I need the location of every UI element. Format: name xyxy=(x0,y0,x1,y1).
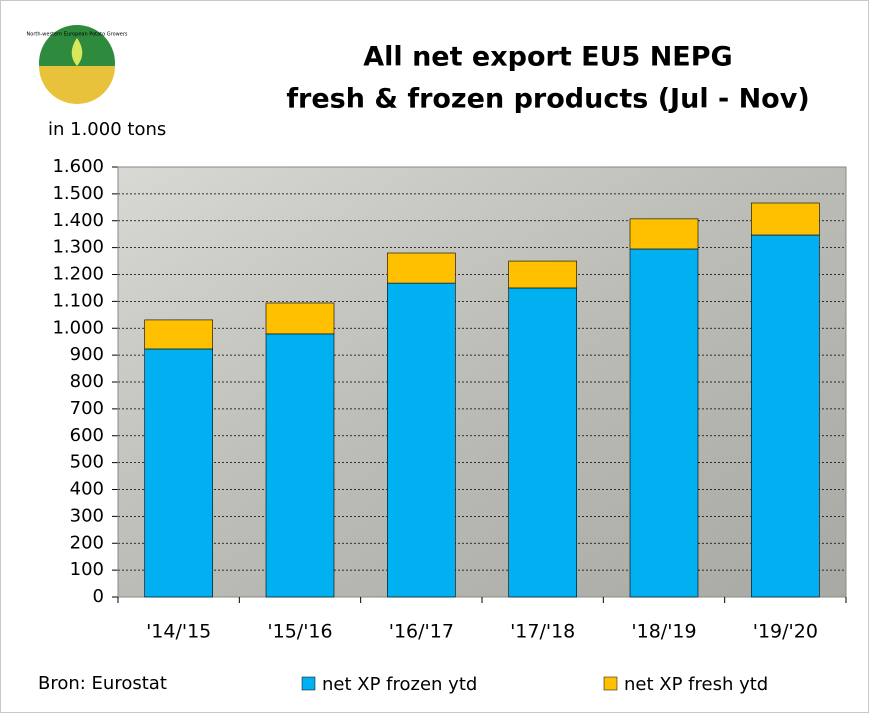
source: Bron: Eurostat xyxy=(38,673,167,694)
bar-segment xyxy=(145,320,213,349)
y-tick-label: 1.100 xyxy=(52,290,104,311)
x-tick-label: '18/'19 xyxy=(631,621,696,643)
bar-segment xyxy=(266,303,334,334)
legend-swatch xyxy=(604,677,617,690)
y-tick-label: 1.300 xyxy=(52,237,104,258)
y-tick-label: 200 xyxy=(70,532,104,553)
logo-text: North-western European Potato Growers xyxy=(27,32,128,38)
y-tick-label: 600 xyxy=(70,425,104,446)
bar-segment xyxy=(630,249,698,597)
x-tick-label: '19/'20 xyxy=(753,621,818,643)
bar-segment xyxy=(266,334,334,597)
x-tick-label: '15/'16 xyxy=(267,621,332,643)
y-axis-label: in 1.000 tons xyxy=(48,119,166,140)
x-tick-label: '14/'15 xyxy=(146,621,211,643)
y-tick-label: 1.400 xyxy=(52,210,104,231)
y-tick-label: 400 xyxy=(70,479,104,500)
chart: North-western European Potato Growers Al… xyxy=(0,0,869,713)
y-tick-label: 1.200 xyxy=(52,264,104,285)
legend-label: net XP frozen ytd xyxy=(322,674,477,695)
y-tick-label: 1.600 xyxy=(52,156,104,177)
bar-segment xyxy=(509,261,577,288)
legend-label: net XP fresh ytd xyxy=(624,674,768,695)
y-tick-label: 500 xyxy=(70,452,104,473)
y-tick-label: 800 xyxy=(70,371,104,392)
y-tick-label: 300 xyxy=(70,505,104,526)
chart-title: fresh & frozen products (Jul - Nov) xyxy=(286,84,809,115)
y-tick-label: 1.500 xyxy=(52,183,104,204)
bar-segment xyxy=(145,349,213,597)
bar-segment xyxy=(509,288,577,597)
legend-swatch xyxy=(302,677,315,690)
bar-segment xyxy=(387,283,455,597)
x-tick-label: '17/'18 xyxy=(510,621,575,643)
chart-title: All net export EU5 NEPG xyxy=(363,42,732,73)
y-tick-label: 1.000 xyxy=(52,317,104,338)
y-tick-label: 900 xyxy=(70,344,104,365)
bar-segment xyxy=(630,219,698,249)
y-tick-label: 700 xyxy=(70,398,104,419)
bar-segment xyxy=(751,235,819,597)
x-tick-label: '16/'17 xyxy=(389,621,454,643)
y-tick-label: 100 xyxy=(70,559,104,580)
y-tick-label: 0 xyxy=(93,586,104,607)
bar-segment xyxy=(387,253,455,283)
bar-segment xyxy=(751,203,819,235)
